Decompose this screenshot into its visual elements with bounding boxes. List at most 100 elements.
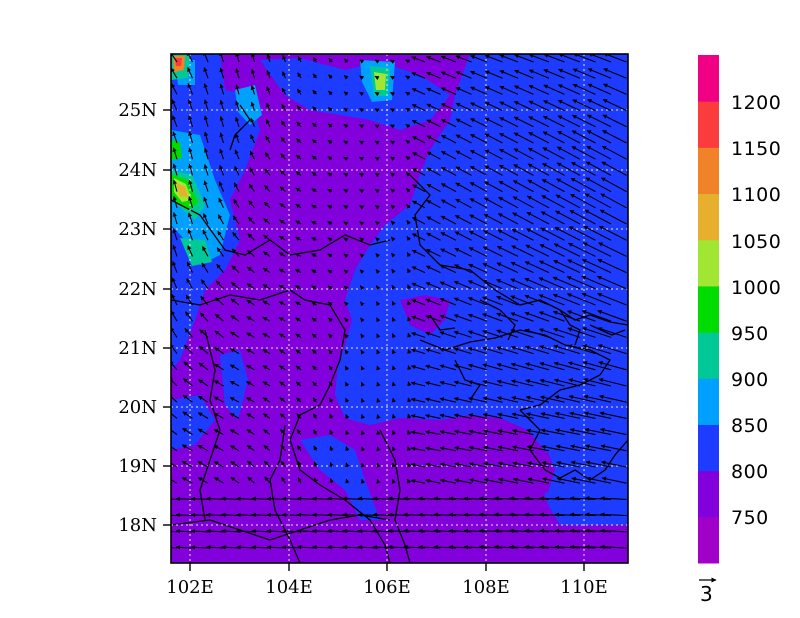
wind-arrow bbox=[470, 118, 488, 128]
wind-arrow bbox=[278, 284, 286, 290]
wind-arrow bbox=[425, 413, 441, 419]
wind-arrow bbox=[343, 156, 349, 161]
wind-arrow bbox=[246, 266, 255, 274]
wind-arrow bbox=[187, 67, 194, 79]
wind-arrow bbox=[217, 230, 224, 241]
wind-arrow bbox=[262, 251, 271, 257]
wind-arrow bbox=[439, 347, 457, 355]
wind-arrow bbox=[187, 82, 194, 95]
wind-arrow bbox=[375, 253, 381, 258]
wind-arrow bbox=[216, 247, 224, 257]
wind-arrow bbox=[497, 429, 519, 436]
wind-arrow bbox=[526, 211, 550, 225]
wind-arrow bbox=[246, 429, 255, 436]
wind-arrow bbox=[541, 195, 565, 209]
wind-arrow bbox=[540, 428, 565, 436]
wind-arrow bbox=[554, 512, 581, 517]
wind-arrow bbox=[213, 445, 224, 452]
wind-arrow bbox=[360, 349, 365, 355]
wind-arrow bbox=[376, 430, 381, 436]
wind-arrow bbox=[556, 476, 581, 484]
wind-arrow bbox=[538, 328, 565, 338]
wind-arrow bbox=[439, 264, 457, 274]
wind-arrow bbox=[171, 547, 178, 549]
wind-arrow bbox=[262, 365, 271, 371]
wind-arrow bbox=[539, 395, 565, 403]
wind-arrow bbox=[183, 378, 193, 387]
wind-arrow bbox=[567, 327, 596, 338]
wind-arrow bbox=[441, 119, 457, 128]
wind-arrow bbox=[514, 54, 534, 63]
wind-arrow bbox=[219, 67, 225, 79]
wind-arrow bbox=[199, 329, 209, 338]
wind-arrow bbox=[360, 397, 366, 403]
wind-arrow bbox=[296, 429, 302, 435]
wind-arrow bbox=[568, 226, 596, 241]
wind-arrow bbox=[496, 295, 519, 306]
wind-arrow bbox=[468, 396, 488, 403]
wind-arrow bbox=[598, 361, 627, 371]
wind-arrow bbox=[171, 293, 178, 306]
wind-arrow bbox=[263, 429, 271, 436]
lon-tick-104e: 104E bbox=[265, 577, 313, 598]
wind-arrow bbox=[552, 293, 581, 306]
wind-arrow bbox=[510, 278, 534, 290]
wind-arrow bbox=[543, 84, 565, 95]
wind-arrow bbox=[469, 165, 488, 176]
wind-arrow bbox=[295, 349, 302, 355]
wind-arrow bbox=[247, 216, 255, 225]
wind-arrow bbox=[425, 298, 441, 306]
wind-arrow bbox=[582, 361, 612, 371]
wind-arrow bbox=[278, 301, 286, 306]
wind-arrow bbox=[469, 214, 488, 225]
wind-arrow bbox=[567, 259, 596, 274]
wind-arrow bbox=[278, 349, 286, 355]
wind-arrow bbox=[411, 282, 426, 290]
wind-arrow bbox=[390, 236, 396, 242]
wind-arrow bbox=[497, 461, 519, 468]
wind-arrow bbox=[262, 397, 271, 403]
wind-arrow bbox=[359, 140, 364, 145]
wind-arrow bbox=[468, 230, 488, 241]
wind-arrow bbox=[376, 317, 381, 323]
wind-arrow bbox=[219, 83, 225, 95]
wind-arrow bbox=[455, 102, 472, 112]
wind-arrow bbox=[230, 348, 240, 355]
colorbar-label-1000: 1000 bbox=[731, 277, 781, 299]
wind-arrow bbox=[484, 117, 503, 128]
wind-arrow bbox=[454, 462, 472, 468]
wind-arrow bbox=[586, 476, 612, 484]
wind-arrow bbox=[218, 197, 224, 209]
wind-arrow bbox=[391, 397, 397, 403]
wind-arrow bbox=[570, 460, 596, 468]
wind-arrow bbox=[493, 512, 519, 517]
wind-arrow bbox=[539, 496, 565, 501]
wind-arrow bbox=[469, 198, 488, 209]
wind-arrow bbox=[172, 163, 178, 176]
wind-arrow bbox=[390, 108, 395, 113]
wind-arrow bbox=[410, 381, 426, 387]
wind-arrow bbox=[311, 301, 317, 306]
wind-arrow bbox=[246, 397, 255, 403]
wind-arrow bbox=[214, 363, 224, 371]
wind-arrow bbox=[327, 107, 333, 112]
wind-arrow bbox=[601, 476, 627, 484]
wind-arrow bbox=[391, 252, 396, 258]
wind-arrow bbox=[426, 56, 441, 63]
wind-arrow bbox=[554, 411, 581, 419]
lon-tick-102e: 102E bbox=[166, 577, 214, 598]
wind-arrow bbox=[203, 147, 209, 160]
wind-arrow bbox=[554, 496, 581, 501]
wind-arrow bbox=[585, 460, 612, 468]
wind-arrow bbox=[410, 364, 426, 371]
wind-arrow bbox=[468, 380, 488, 387]
wind-arrow bbox=[570, 193, 596, 209]
wind-arrow bbox=[597, 309, 627, 322]
wind-arrow bbox=[345, 430, 350, 435]
wind-arrow bbox=[426, 199, 441, 209]
wind-arrow bbox=[246, 348, 255, 355]
wind-arrow bbox=[311, 269, 317, 274]
wind-arrow bbox=[484, 165, 503, 176]
wind-arrow bbox=[497, 229, 519, 241]
wind-arrow bbox=[205, 512, 224, 518]
